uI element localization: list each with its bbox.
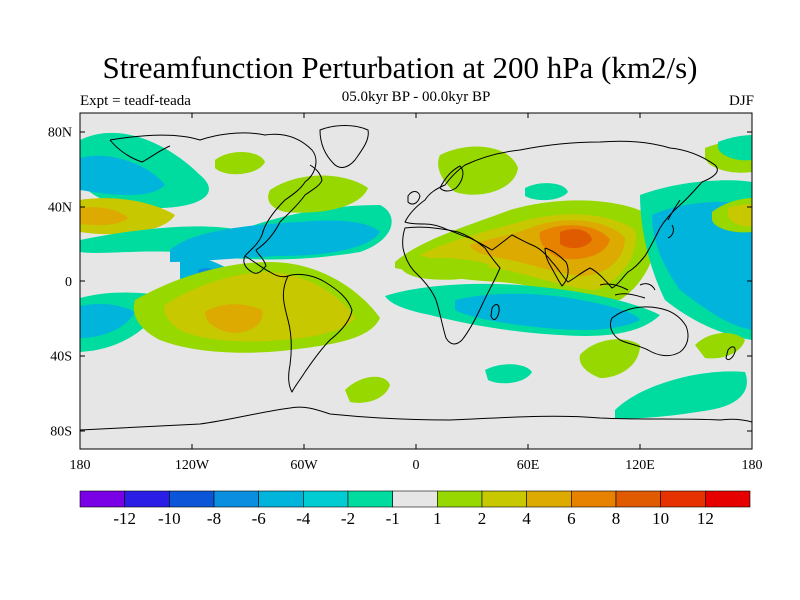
colorbar-swatch — [79, 490, 125, 508]
contour-fill-layer — [80, 132, 752, 419]
coastline-layer — [80, 125, 752, 431]
coastline-alaska — [109, 139, 171, 163]
colorbar-label: 4 — [522, 509, 531, 528]
axis-ticks — [79, 113, 753, 449]
colorbar-swatch — [124, 490, 170, 508]
colorbar-swatch — [213, 490, 259, 508]
contour-region — [718, 135, 752, 161]
coastline-south-america — [282, 273, 353, 393]
colorbar-label: -10 — [158, 509, 181, 528]
colorbar-swatch — [615, 490, 661, 508]
x-tick-label: 0 — [413, 458, 420, 473]
colorbar-label: -4 — [296, 509, 311, 528]
coastline-central-america — [244, 255, 289, 278]
colorbar-label: 8 — [612, 509, 621, 528]
contour-region — [615, 371, 747, 419]
coastline-australia — [609, 306, 689, 357]
colorbar-swatch — [169, 490, 215, 508]
colorbar-label: 12 — [697, 509, 714, 528]
colorbar-label: 1 — [433, 509, 442, 528]
contour-region — [80, 155, 165, 195]
contour-region — [345, 376, 390, 403]
coastline-antarctica — [80, 406, 752, 431]
contour-region — [215, 151, 265, 175]
y-tick-label: 40N — [48, 200, 72, 215]
contour-region — [579, 339, 640, 378]
contour-region — [652, 202, 752, 330]
colorbar-label: -12 — [113, 509, 136, 528]
colorbar-swatch — [526, 490, 572, 508]
colorbar-swatch — [437, 490, 483, 508]
colorbar-swatch — [705, 490, 751, 508]
season-label: DJF — [728, 93, 754, 109]
x-tick-label: 120E — [625, 458, 655, 473]
contour-region — [399, 258, 490, 280]
colorbar-swatch — [258, 490, 304, 508]
contour-region — [728, 204, 752, 227]
colorbar-label: -8 — [207, 509, 221, 528]
x-tick-label: 60W — [290, 458, 318, 473]
y-tick-label: 80S — [50, 424, 72, 439]
contour-region — [205, 304, 263, 333]
coastline-north-america — [109, 132, 323, 274]
y-tick-label: 40S — [50, 350, 72, 365]
contour-region — [695, 333, 745, 359]
contour-region — [455, 293, 640, 330]
coastline-japan — [667, 199, 681, 239]
colorbar-label: -2 — [341, 509, 355, 528]
colorbar-label: 6 — [567, 509, 576, 528]
contour-region — [80, 207, 128, 226]
x-tick-label: 60E — [517, 458, 540, 473]
x-tick-label: 180 — [742, 458, 763, 473]
coastline-scandinavia — [439, 165, 464, 192]
plot-title: Streamfunction Perturbation at 200 hPa (… — [102, 50, 698, 85]
plot-subtitle: 05.0kyr BP - 00.0kyr BP — [341, 89, 491, 105]
colorbar-swatch — [392, 490, 438, 508]
y-axis-labels: 80N 40N 0 40S 80S — [48, 126, 72, 440]
coastline-eurasia — [404, 140, 718, 289]
contour-region — [560, 229, 592, 249]
colorbar-swatch — [660, 490, 706, 508]
y-tick-label: 80N — [48, 126, 72, 141]
colorbar-swatch — [481, 490, 527, 508]
coastline-india — [544, 247, 569, 287]
contour-region — [80, 304, 135, 338]
x-tick-label: 120W — [175, 458, 210, 473]
coastline-madagascar — [490, 304, 500, 320]
colorbar: -12 -10 -8 -6 -4 -2 -1 1 2 4 6 8 10 12 — [79, 490, 751, 528]
colorbar-label: 10 — [652, 509, 669, 528]
coastline-new-zealand — [725, 346, 736, 361]
coastline-maritime-continent — [599, 283, 656, 299]
colorbar-label: -1 — [386, 509, 400, 528]
colorbar-swatch — [571, 490, 617, 508]
colorbar-swatch — [347, 490, 393, 508]
contour-region — [438, 146, 518, 195]
contour-region — [80, 198, 175, 235]
x-tick-label: 180 — [70, 458, 91, 473]
colorbar-label: 2 — [478, 509, 487, 528]
x-axis-labels: 180 120W 60W 0 60E 120E 180 — [70, 458, 763, 473]
colorbar-label: -6 — [252, 509, 266, 528]
coastline-greenland — [319, 125, 369, 168]
coastline-africa — [402, 226, 501, 345]
contour-region — [268, 175, 368, 213]
experiment-label: Expt = teadf-teada — [80, 93, 191, 109]
coastline-british-isles — [407, 191, 421, 205]
colorbar-swatch — [303, 490, 349, 508]
contour-region — [170, 220, 380, 262]
contour-region — [485, 364, 532, 384]
y-tick-label: 0 — [65, 275, 72, 290]
contour-region — [525, 183, 568, 201]
